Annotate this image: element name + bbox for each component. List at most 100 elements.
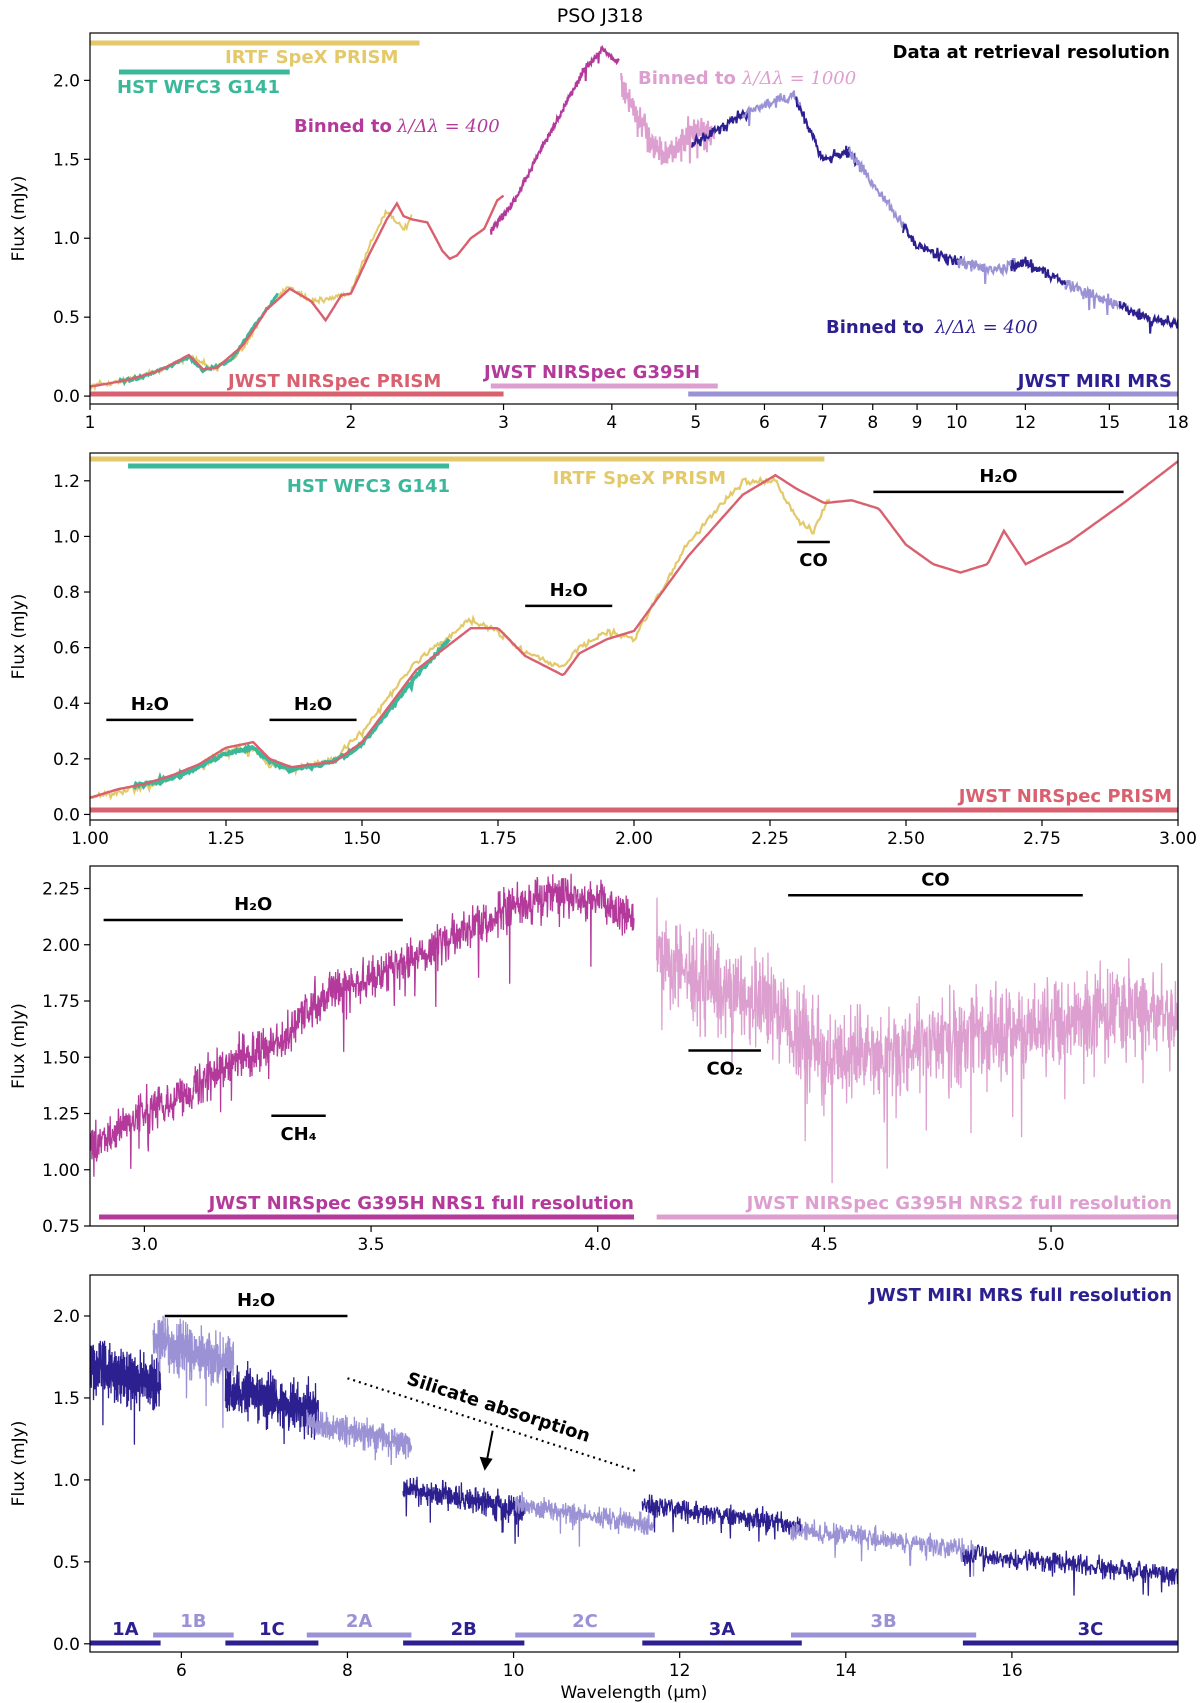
x-tick-label: 2.50 <box>887 829 925 849</box>
miri-binned-series <box>956 255 1017 284</box>
irtf-label: IRTF SpeX PRISM <box>553 468 726 489</box>
channel-label: 2B <box>451 1619 477 1640</box>
prism-label: JWST NIRSpec PRISM <box>957 786 1172 807</box>
x-tick-label: 1.25 <box>207 829 245 849</box>
x-tick-label: 2 <box>346 413 357 433</box>
hst-label: HST WFC3 G141 <box>287 476 450 497</box>
y-tick-label: 1.25 <box>42 1105 80 1125</box>
nrs2-label: JWST NIRSpec G395H NRS2 full resolution <box>745 1193 1172 1214</box>
miri-channel-series <box>224 1360 320 1445</box>
channel-label: 1C <box>259 1619 285 1640</box>
g395h-panel: JWST NIRSpec G395H NRS1 full resolution J… <box>9 865 1179 1255</box>
y-tick-label: 0.5 <box>53 1553 80 1573</box>
binned-400-ratio: λ/Δλ = 400 <box>396 116 500 137</box>
irtf-spex-series <box>90 475 831 801</box>
binned-400-label: Binned to <box>294 116 392 137</box>
series-layer <box>90 873 1178 1184</box>
miri-channel-series <box>962 1544 1178 1596</box>
y-tick-label: 0.0 <box>53 1635 80 1655</box>
y-axis-label: Flux (mJy) <box>9 594 29 680</box>
y-tick-label: 2.0 <box>53 1307 80 1327</box>
g395h-label: JWST NIRSpec G395H <box>482 362 700 383</box>
miri-binned-series <box>1118 300 1178 334</box>
miri-binned-series <box>795 96 857 168</box>
x-tick-label: 7 <box>817 413 828 433</box>
y-tick-label: 0.75 <box>42 1217 80 1237</box>
silicate-label: Silicate absorption <box>404 1369 592 1447</box>
overview-panel: IRTF SpeX PRISM HST WFC3 G141 Data at retr… <box>9 32 1189 433</box>
miri-binned-series <box>691 108 750 148</box>
x-tick-label: 2.00 <box>615 829 653 849</box>
nrs1-label: JWST NIRSpec G395H NRS1 full resolution <box>207 1193 634 1214</box>
y-tick-label: 0.8 <box>53 583 80 603</box>
y-tick-label: 2.25 <box>42 880 80 900</box>
x-tick-label: 12 <box>669 1661 691 1681</box>
plot-frame <box>89 32 1179 405</box>
y-tick-label: 1.50 <box>42 1048 80 1068</box>
nirspec-prism-series <box>90 460 1178 799</box>
y-tick-label: 1.0 <box>53 527 80 547</box>
x-tick-label: 2.25 <box>751 829 789 849</box>
feature-label: H₂O <box>550 580 588 601</box>
g395h-nrs1-series <box>90 873 635 1177</box>
x-tick-label: 2.75 <box>1023 829 1061 849</box>
x-tick-label: 5 <box>690 413 701 433</box>
feature-label: CO₂ <box>706 1059 742 1080</box>
g395h-nrs1-binned-series <box>489 44 620 235</box>
feature-label: H₂O <box>237 1290 275 1311</box>
miri-label: JWST MIRI MRS <box>1016 371 1172 392</box>
miri-channel-series <box>402 1476 526 1544</box>
binned-1000-label: Binned to <box>638 68 736 89</box>
miri-panel: 1A 1B 1C 2A 2B 2C 3A 3B 3C JWST MIRI MRS full res… <box>9 1274 1179 1703</box>
miri-channel-series <box>306 1409 413 1466</box>
x-axis-label: Wavelength (μm) <box>561 1683 708 1703</box>
y-tick-label: 1.5 <box>53 150 80 170</box>
binned-400-miri-ratio: λ/Δλ = 400 <box>934 317 1038 338</box>
feature-label: CO <box>921 869 950 890</box>
x-tick-label: 4.5 <box>811 1235 838 1255</box>
miri-binned-series <box>1064 279 1125 316</box>
plot-frame <box>89 452 1179 821</box>
y-tick-label: 1.75 <box>42 992 80 1012</box>
legend-title: Data at retrieval resolution <box>893 42 1171 63</box>
channel-label: 1B <box>180 1611 206 1632</box>
miri-binned-series <box>741 90 803 127</box>
feature-label: CO <box>799 550 828 571</box>
y-tick-label: 0.6 <box>53 639 80 659</box>
y-tick-label: 1.00 <box>42 1161 80 1181</box>
hst-label: HST WFC3 G141 <box>117 77 280 98</box>
y-tick-label: 1.0 <box>53 1471 80 1491</box>
feature-label: H₂O <box>131 694 169 715</box>
channel-label: 2C <box>572 1611 598 1632</box>
series-layer <box>90 1315 1178 1596</box>
y-tick-label: 0.4 <box>53 694 80 714</box>
plot-frame <box>89 1274 1179 1653</box>
x-tick-label: 8 <box>342 1661 353 1681</box>
legend-title: JWST MIRI MRS full resolution <box>867 1285 1172 1306</box>
x-tick-label: 10 <box>946 413 968 433</box>
x-tick-label: 9 <box>912 413 923 433</box>
feature-label: CH₄ <box>280 1124 316 1145</box>
x-tick-label: 5.0 <box>1038 1235 1065 1255</box>
hst-wfc3-series <box>117 292 279 387</box>
x-tick-label: 3.00 <box>1159 829 1197 849</box>
hst-wfc3-series <box>132 637 451 790</box>
nirspec-prism-series <box>90 194 505 388</box>
binned-1000-ratio: λ/Δλ = 1000 <box>741 68 856 89</box>
miri-channel-series <box>514 1491 656 1547</box>
miri-binned-series <box>848 145 909 233</box>
y-tick-label: 1.0 <box>53 229 80 249</box>
x-tick-label: 4 <box>606 413 617 433</box>
x-tick-label: 4.0 <box>584 1235 611 1255</box>
miri-channel-series <box>641 1494 803 1542</box>
silicate-arrow-head <box>479 1456 493 1471</box>
x-tick-label: 1.75 <box>479 829 517 849</box>
g395h-nrs2-binned-series <box>620 72 716 165</box>
feature-label: H₂O <box>979 466 1017 487</box>
channel-label: 3C <box>1078 1619 1104 1640</box>
miri-channel-series <box>90 1340 162 1445</box>
y-tick-label: 2.00 <box>42 936 80 956</box>
channel-label: 2A <box>346 1611 373 1632</box>
x-tick-label: 15 <box>1099 413 1121 433</box>
